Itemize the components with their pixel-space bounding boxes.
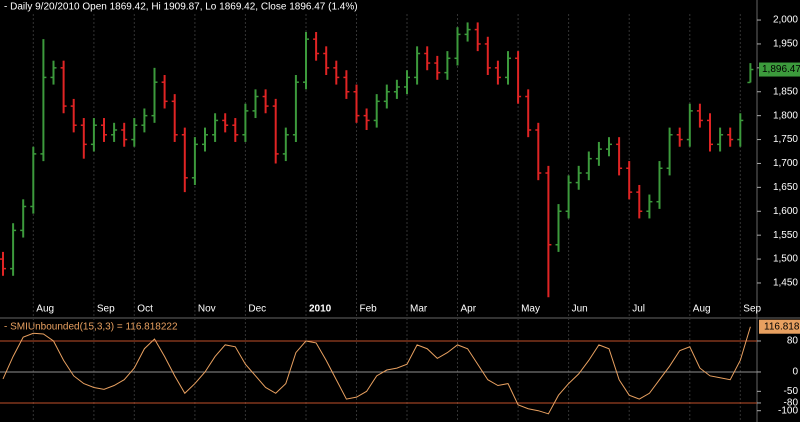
x-tick-label: May (521, 304, 540, 315)
last-value-box (759, 62, 800, 77)
y-tick-label: -100 (778, 405, 798, 416)
y-tick-label: 1,750 (773, 134, 798, 145)
x-tick-label: Aug (36, 304, 54, 315)
y-tick-label: 1,700 (773, 158, 798, 169)
x-tick-label: Jun (572, 304, 588, 315)
last-value-label: 1,896.47 (762, 64, 800, 75)
x-tick-label: Nov (198, 304, 216, 315)
x-tick-label: Aug (693, 304, 711, 315)
x-tick-label: Sep (97, 304, 115, 315)
y-tick-label: 80 (787, 336, 799, 347)
y-tick-label: 1,650 (773, 182, 798, 193)
header: - Daily 9/20/2010 Open 1869.42, Hi 1909.… (4, 2, 358, 13)
y-tick-label: 1,850 (773, 86, 798, 97)
y-tick-label: 0 (792, 367, 798, 378)
indicator-legend: - SMIUnbounded(15,3,3) = 116.818222 (4, 322, 178, 333)
y-tick-label: 2,000 (773, 15, 798, 26)
y-tick-label: 1,450 (773, 278, 798, 289)
y-tick-label: 1,550 (773, 230, 798, 241)
y-tick-label: -50 (784, 386, 799, 397)
y-tick-label: 1,950 (773, 39, 798, 50)
last-value-label: 116.818 (764, 321, 800, 332)
y-tick-label: 1,600 (773, 206, 798, 217)
x-tick-label: Feb (360, 304, 378, 315)
last-value-box (759, 319, 800, 334)
x-tick-label: 2010 (309, 304, 332, 315)
x-tick-label: Dec (248, 304, 266, 315)
x-tick-label: Mar (410, 304, 428, 315)
y-tick-label: 1,500 (773, 254, 798, 265)
x-tick-label: Apr (461, 304, 477, 315)
indicator-line (2, 326, 751, 415)
x-tick-label: Jul (632, 304, 645, 315)
x-tick-label: Oct (137, 304, 153, 315)
y-tick-label: -80 (784, 398, 799, 409)
x-tick-label: Sep (743, 304, 761, 315)
y-tick-label: 1,800 (773, 110, 798, 121)
